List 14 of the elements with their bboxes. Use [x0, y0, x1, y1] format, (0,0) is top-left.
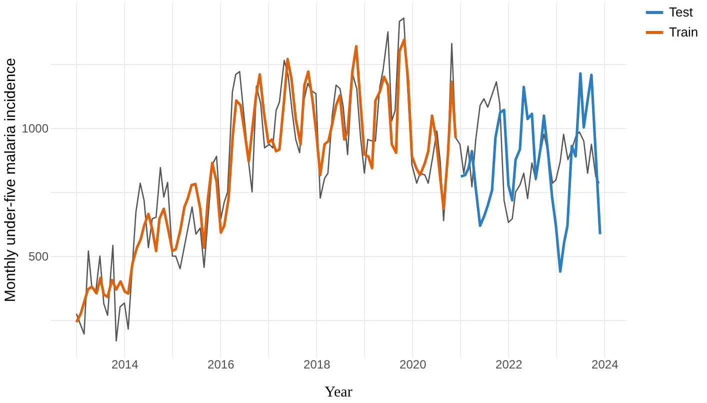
y-tick-label: 1000 — [22, 122, 49, 136]
x-tick-label: 2024 — [592, 358, 619, 372]
x-tick-label: 2020 — [400, 358, 427, 372]
line-series — [460, 72, 602, 273]
x-tick-label: 2014 — [112, 358, 139, 372]
x-tick-label: 2016 — [208, 358, 235, 372]
y-axis-title: Monthly under-five malaria incidence — [2, 58, 19, 302]
x-tick-label: 2018 — [304, 358, 331, 372]
y-tick-label: 500 — [28, 250, 49, 264]
legend-label: Train — [669, 24, 698, 40]
x-tick-label: 2022 — [496, 358, 523, 372]
legend-label: Test — [669, 4, 694, 20]
x-axis-title: Year — [324, 384, 352, 400]
line-series — [75, 38, 457, 324]
